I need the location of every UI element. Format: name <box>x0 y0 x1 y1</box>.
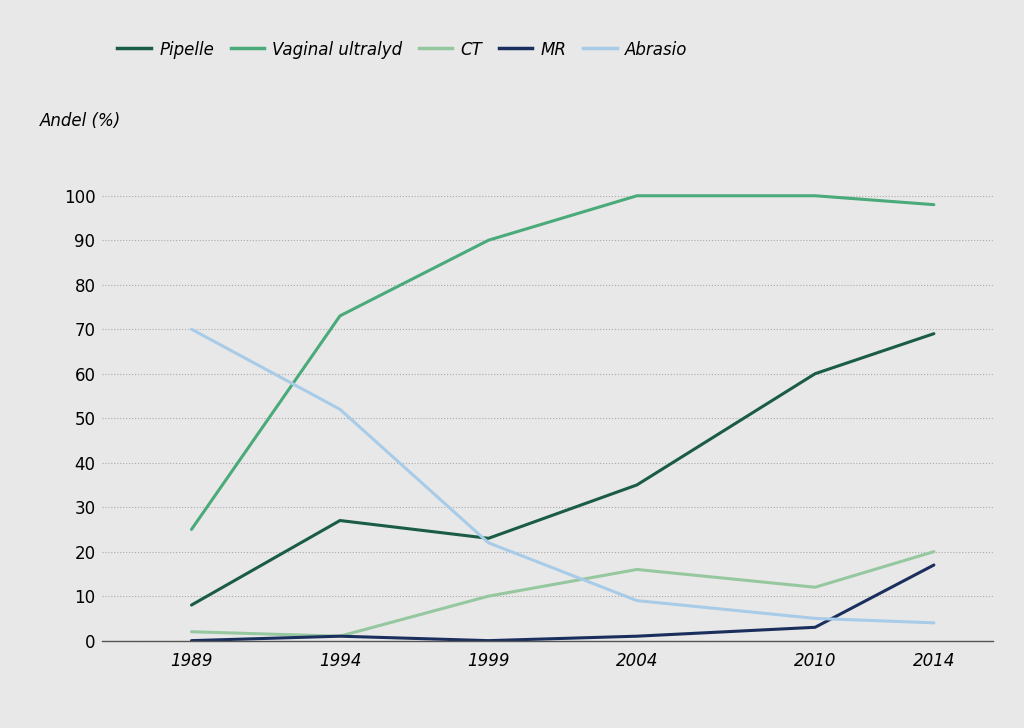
Legend: Pipelle, Vaginal ultralyd, CT, MR, Abrasio: Pipelle, Vaginal ultralyd, CT, MR, Abras… <box>111 34 694 66</box>
Line: Abrasio: Abrasio <box>191 329 934 623</box>
Vaginal ultralyd <box>334 312 346 320</box>
Abrasio <box>631 596 643 605</box>
MR <box>809 623 821 632</box>
Pipelle <box>482 534 495 542</box>
CT <box>482 592 495 601</box>
CT <box>334 632 346 641</box>
Vaginal ultralyd <box>482 236 495 245</box>
Line: CT: CT <box>191 552 934 636</box>
MR <box>185 636 198 645</box>
MR <box>482 636 495 645</box>
MR <box>928 561 940 569</box>
Pipelle <box>185 601 198 609</box>
MR <box>631 632 643 641</box>
Abrasio <box>185 325 198 333</box>
CT <box>631 565 643 574</box>
Line: Vaginal ultralyd: Vaginal ultralyd <box>191 196 934 529</box>
MR <box>334 632 346 641</box>
Line: MR: MR <box>191 565 934 641</box>
Vaginal ultralyd <box>185 525 198 534</box>
Abrasio <box>334 405 346 414</box>
Line: Pipelle: Pipelle <box>191 333 934 605</box>
Pipelle <box>334 516 346 525</box>
CT <box>809 583 821 592</box>
Abrasio <box>809 614 821 622</box>
CT <box>185 628 198 636</box>
Vaginal ultralyd <box>631 191 643 200</box>
Pipelle <box>631 480 643 489</box>
Vaginal ultralyd <box>928 200 940 209</box>
CT <box>928 547 940 556</box>
Vaginal ultralyd <box>809 191 821 200</box>
Abrasio <box>482 539 495 547</box>
Pipelle <box>809 369 821 378</box>
Abrasio <box>928 619 940 628</box>
Text: Andel (%): Andel (%) <box>40 112 121 130</box>
Pipelle <box>928 329 940 338</box>
